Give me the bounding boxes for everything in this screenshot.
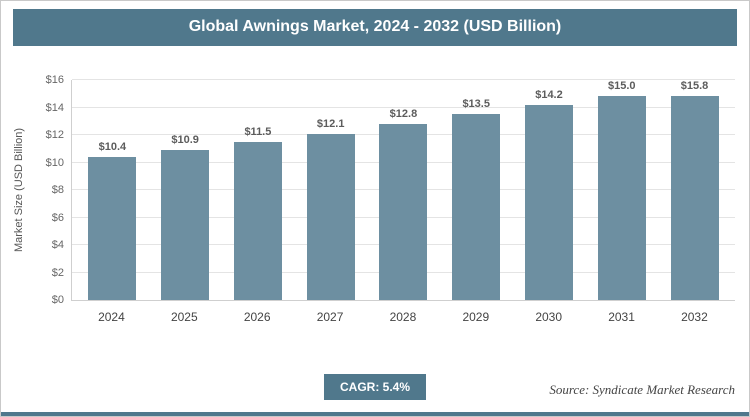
bar [379, 124, 428, 300]
bar-chart: Market Size (USD Billion) $0 $2 $4 $6 $8 $10 $… [13, 74, 737, 324]
chart-title: Global Awnings Market, 2024 - 2032 (USD … [188, 18, 562, 35]
x-axis-labels: 2024 2025 2026 2027 2028 2029 2030 2031 2032 [71, 310, 735, 324]
bar-column: $15.0 [597, 80, 646, 300]
bar-value-label: $12.1 [316, 117, 345, 130]
x-tick-label: 2027 [316, 310, 344, 324]
y-tick-label: $4 [51, 239, 64, 251]
y-tick-label: $2 [51, 266, 64, 279]
x-tick-label: 2032 [681, 310, 708, 324]
bottom-accent-bar [1, 412, 749, 416]
chart-title-bar: Global Awnings Market, 2024 - 2032 (USD … [13, 9, 737, 46]
x-tick-label: 2029 [462, 310, 490, 324]
gridline [72, 79, 735, 80]
chart-footer: CAGR: 5.4% Source: Syndicate Market Rese… [1, 374, 749, 400]
bar-column: $10.9 [161, 80, 210, 300]
y-tick-label: $16 [45, 74, 64, 86]
x-tick-label: 2028 [389, 310, 417, 324]
gridline [72, 106, 735, 108]
bar-value-label: $10.9 [171, 134, 199, 147]
plot-wrap: $0 $2 $4 $6 $8 $10 $12 $14 $16 $10.4 $10.9 $11.5 $12… [13, 74, 737, 306]
bar [597, 96, 646, 300]
bar-column: $11.5 [233, 80, 282, 300]
plot-area: $0 $2 $4 $6 $8 $10 $12 $14 $16 $10.4 $10.9 $11.5 $12… [46, 74, 735, 306]
bar-value-label: $10.4 [98, 141, 127, 153]
bar-value-label: $14.2 [535, 88, 563, 101]
bar-column: $10.4 [88, 80, 137, 300]
bar-value-label: $15.8 [680, 80, 709, 92]
y-tick-label: $0 [51, 294, 64, 306]
y-tick-label: $12 [45, 129, 64, 141]
x-tick-label: 2024 [98, 310, 125, 324]
bar-column: $12.1 [306, 80, 355, 300]
bar [670, 96, 719, 300]
x-tick-label: 2031 [608, 310, 635, 324]
bar [306, 133, 355, 300]
bar [88, 157, 137, 300]
x-tick-label: 2030 [535, 310, 563, 324]
y-tick-label: $14 [45, 101, 64, 114]
x-tick-label: 2025 [170, 310, 198, 324]
bar-value-label: $15.0 [607, 80, 636, 92]
y-tick-label: $10 [45, 156, 64, 169]
cagr-badge: CAGR: 5.4% [323, 374, 427, 400]
source-text: Source: Syndicate Market Research [549, 382, 735, 397]
bar [524, 104, 573, 300]
y-tick-label: $8 [51, 184, 64, 196]
bar [161, 150, 210, 300]
bar-value-label: $13.5 [462, 98, 490, 111]
bar-column: $12.8 [379, 80, 428, 300]
bar-value-label: $11.5 [244, 125, 272, 138]
y-tick-label: $6 [51, 211, 64, 224]
bar-value-label: $12.8 [389, 108, 418, 120]
bar-column: $14.2 [524, 80, 573, 300]
x-tick-label: 2026 [243, 310, 271, 324]
bar [452, 114, 501, 300]
bar [233, 141, 282, 300]
bar-column: $15.8 [670, 80, 719, 300]
bar-column: $13.5 [452, 80, 501, 300]
